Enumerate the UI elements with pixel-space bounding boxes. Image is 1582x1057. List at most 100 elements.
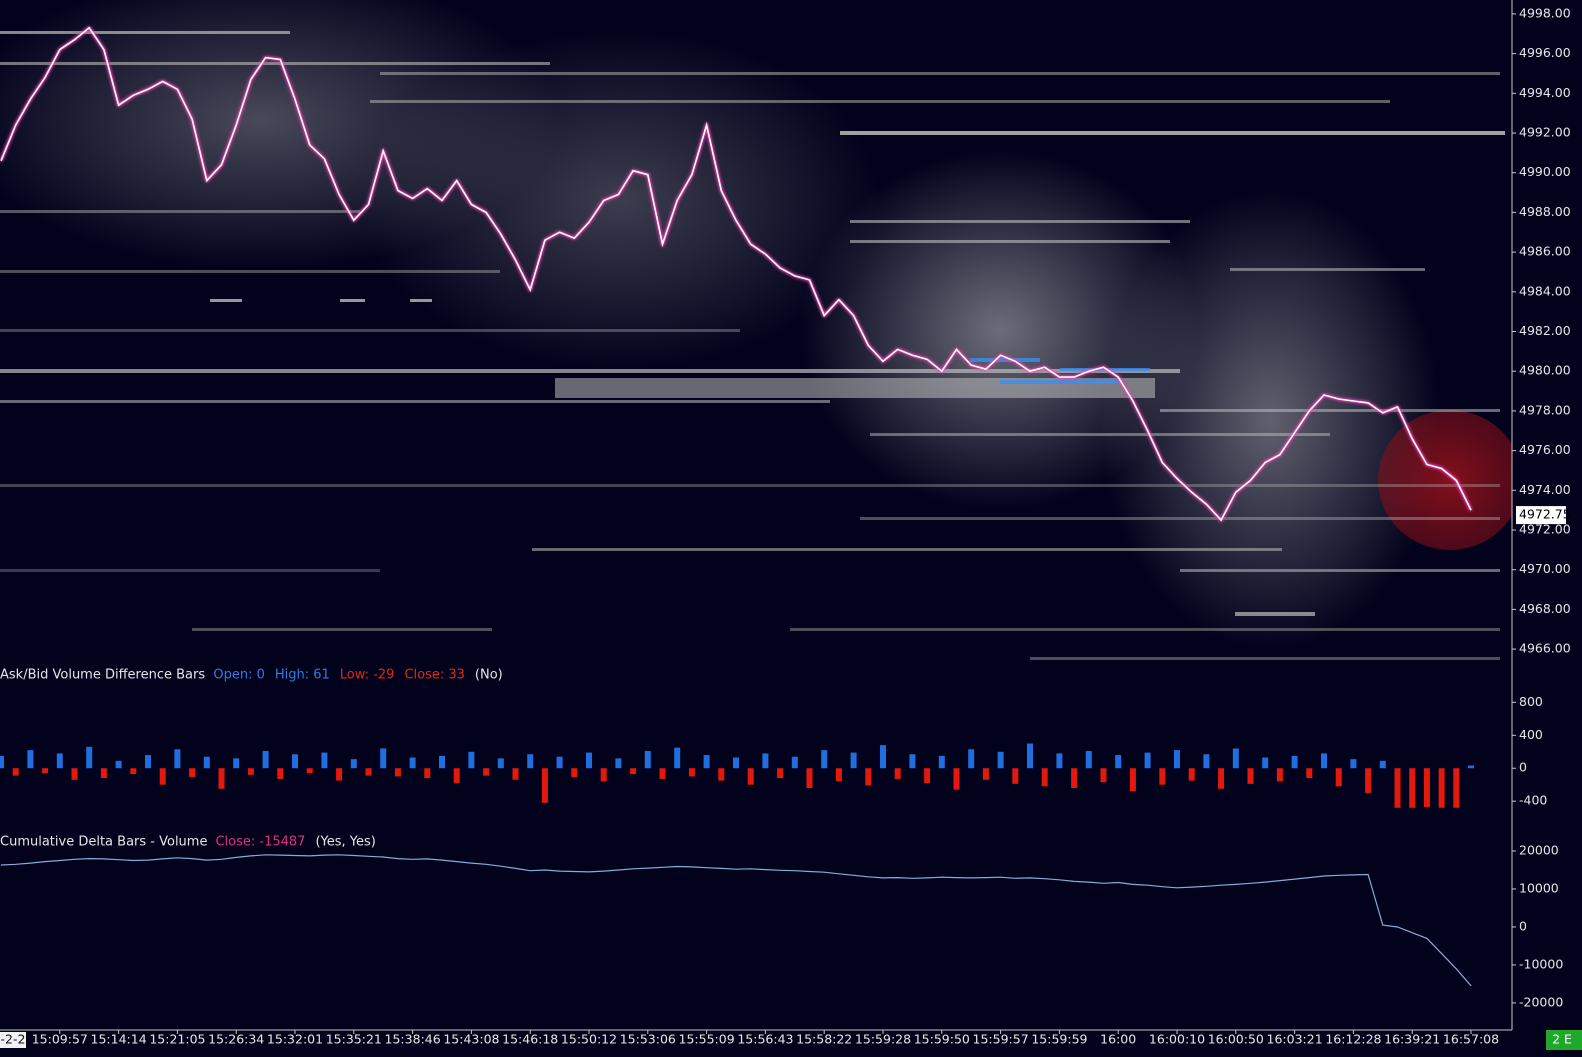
heatmap-row xyxy=(0,400,830,403)
bar xyxy=(1453,768,1460,808)
bar xyxy=(233,758,240,769)
heatmap-blob xyxy=(1378,410,1522,550)
bar xyxy=(1291,755,1298,769)
bar xyxy=(468,751,475,769)
bar xyxy=(1188,768,1195,781)
bar xyxy=(644,750,651,769)
bar xyxy=(1262,757,1269,769)
heatmap-row xyxy=(1230,268,1425,271)
bar xyxy=(1321,753,1327,769)
bar xyxy=(12,768,19,776)
heatmap-row xyxy=(0,329,740,332)
bar xyxy=(218,768,225,789)
y-tick-label: 4994.00 xyxy=(1519,85,1571,100)
y-tick-label: -10000 xyxy=(1519,956,1563,971)
heatmap-row xyxy=(1030,657,1500,660)
legend-item: Low: -29 xyxy=(340,668,395,683)
bar xyxy=(409,757,416,769)
heatmap-row xyxy=(532,548,1282,551)
bar xyxy=(1100,768,1107,783)
heatmap-row xyxy=(340,299,365,302)
y-tick-label: -400 xyxy=(1519,793,1547,808)
corner-box xyxy=(0,1032,26,1048)
bar xyxy=(189,768,196,778)
x-tick-label: 16:00:10 xyxy=(1149,1032,1205,1047)
heatmap-row xyxy=(0,569,380,572)
heatmap-row xyxy=(850,240,1170,243)
bar xyxy=(1335,768,1342,787)
bar xyxy=(1218,768,1225,789)
y-tick-label: 4970.00 xyxy=(1519,561,1571,576)
bar xyxy=(777,768,784,779)
y-tick-label: 0 xyxy=(1519,760,1527,775)
bar xyxy=(497,758,504,769)
bar xyxy=(688,768,695,777)
heatmap-highlights xyxy=(970,358,1150,384)
data-line xyxy=(0,854,1472,987)
bar xyxy=(1306,768,1313,779)
y-tick-label: 0 xyxy=(1519,918,1527,933)
heatmap-row xyxy=(850,220,1190,223)
x-tick-label: 15:21:05 xyxy=(149,1032,205,1047)
y-tick-label: 4980.00 xyxy=(1519,363,1571,378)
bar xyxy=(1350,759,1357,769)
bar xyxy=(365,768,372,776)
x-tick-label: 15:50:12 xyxy=(561,1032,617,1047)
bar xyxy=(1027,743,1033,769)
bar xyxy=(747,768,754,785)
bar xyxy=(865,768,872,786)
corner-label: 2 E xyxy=(1552,1032,1572,1047)
legend-item: Close: -15487 xyxy=(215,835,305,850)
legend-item: (Yes, Yes) xyxy=(315,835,375,850)
bar xyxy=(850,752,857,769)
bar xyxy=(0,755,4,769)
bar xyxy=(909,754,916,769)
heatmap-row xyxy=(860,517,1500,520)
bar xyxy=(306,768,313,774)
corner-label: -2-2 xyxy=(1,1032,26,1047)
y-tick-label: 4982.00 xyxy=(1519,323,1571,338)
bar xyxy=(821,750,828,769)
y-tick-label: 4968.00 xyxy=(1519,601,1571,616)
heatmap-highlight xyxy=(1060,368,1150,371)
x-tick-label: 16:57:08 xyxy=(1443,1032,1499,1047)
bar xyxy=(350,759,357,769)
x-tick-label: 15:46:18 xyxy=(502,1032,558,1047)
last-price-label: 4972.75 xyxy=(1519,507,1571,522)
bar xyxy=(733,757,739,769)
bar xyxy=(1468,765,1474,769)
heatmap-row xyxy=(790,628,1500,631)
bar xyxy=(1394,768,1401,808)
heatmap-highlight xyxy=(1000,380,1120,384)
bar xyxy=(953,768,960,790)
heatmap-row xyxy=(1180,569,1500,572)
bar xyxy=(439,755,445,769)
corner-box xyxy=(1546,1030,1582,1050)
bar xyxy=(527,754,534,769)
bar xyxy=(1041,768,1048,787)
bar xyxy=(27,750,34,769)
bar xyxy=(703,755,710,769)
bar xyxy=(145,755,151,769)
x-tick-label: 15:43:08 xyxy=(443,1032,499,1047)
bar xyxy=(806,768,813,788)
x-tick-label: 15:59:28 xyxy=(855,1032,911,1047)
bar xyxy=(1012,768,1019,784)
bar xyxy=(321,752,328,769)
heatmap-row xyxy=(1160,409,1500,412)
x-tick-label: 16:03:21 xyxy=(1267,1032,1323,1047)
bar xyxy=(968,749,975,769)
bar xyxy=(586,752,592,769)
y-tick-label: 4972.00 xyxy=(1519,521,1571,536)
y-tick-label: 4986.00 xyxy=(1519,244,1571,259)
bar xyxy=(394,768,401,777)
heatmap-rows xyxy=(0,31,1505,660)
heatmap-row xyxy=(0,270,500,273)
x-tick-label: 15:55:09 xyxy=(679,1032,735,1047)
bar xyxy=(512,768,519,780)
x-tick-label: 15:35:21 xyxy=(326,1032,382,1047)
bar xyxy=(556,756,563,769)
heatmap xyxy=(0,0,1522,660)
